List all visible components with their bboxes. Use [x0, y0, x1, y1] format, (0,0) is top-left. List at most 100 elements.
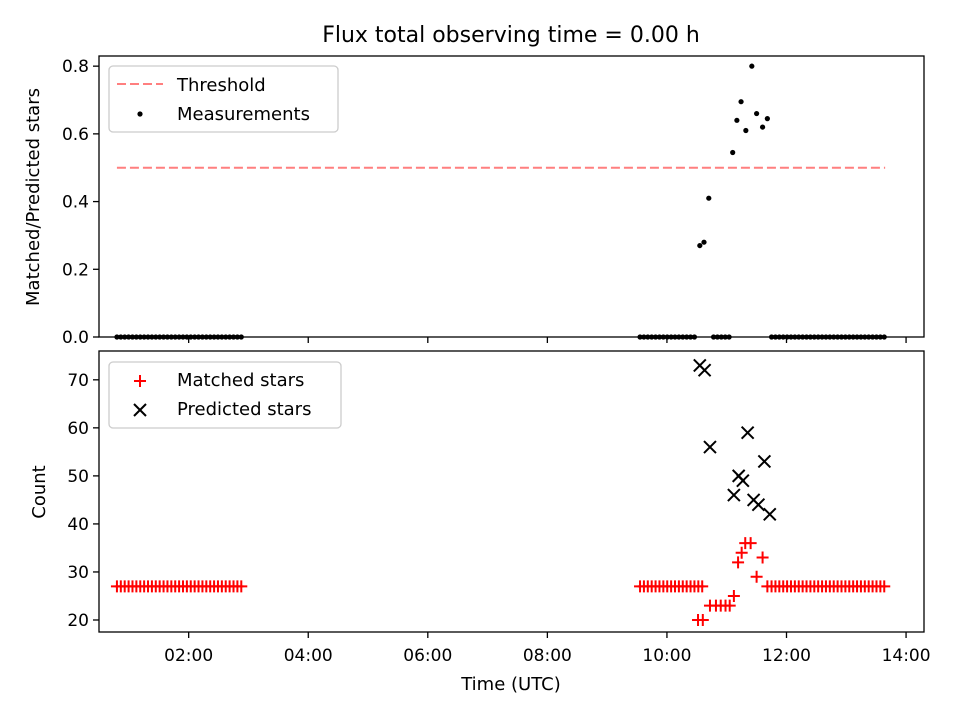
measurement-point — [141, 334, 147, 340]
measurement-point — [862, 334, 868, 340]
measurement-point — [743, 127, 749, 134]
measurement-point — [776, 334, 782, 340]
top-y-ticks: 0.0 0.2 0.4 0.6 0.8 — [62, 57, 99, 348]
measurement-point — [176, 334, 182, 340]
measurement-point — [858, 334, 864, 340]
bottom-y-tick-label: 40 — [67, 515, 89, 535]
bottom-x-tick-label: 14:00 — [882, 646, 931, 666]
measurement-point — [706, 195, 712, 201]
measurement-point — [211, 334, 217, 340]
measurement-point — [764, 116, 770, 122]
measurement-point — [215, 334, 221, 340]
measurement-point — [823, 334, 829, 340]
measurement-point — [831, 334, 837, 340]
matched-star-point — [727, 589, 740, 602]
measurement-point — [188, 334, 194, 340]
measurement-point — [172, 334, 178, 340]
legend-predicted-marker — [133, 403, 147, 417]
measurement-point — [835, 334, 841, 340]
measurement-point — [792, 334, 798, 340]
measurement-point — [125, 334, 132, 340]
measurement-point — [866, 334, 872, 340]
measurement-point — [714, 334, 721, 340]
predicted-star-point — [703, 440, 717, 454]
measurement-point — [114, 334, 120, 340]
bottom-legend: Matched stars Predicted stars — [108, 361, 342, 429]
measurement-point — [796, 334, 802, 340]
measurement-point — [234, 334, 240, 340]
legend-measurements-label: Measurements — [177, 104, 310, 125]
measurement-point — [749, 63, 755, 69]
legend-predicted-label: Predicted stars — [177, 399, 311, 420]
bottom-x-tick-label: 02:00 — [164, 646, 213, 666]
bottom-x-ticks: 02:00 04:00 06:00 08:00 10:00 12:00 14:00 — [164, 632, 931, 666]
top-x-ticks — [188, 337, 907, 343]
measurement-point — [687, 334, 694, 340]
predicted-star-point — [751, 498, 766, 512]
measurement-point — [180, 334, 186, 340]
measurement-point — [160, 334, 167, 340]
measurement-point — [637, 334, 643, 340]
measurement-point — [734, 117, 740, 123]
measurement-point — [873, 334, 880, 340]
figure-title: Flux total observing time = 0.00 h — [322, 23, 700, 48]
measurement-point — [726, 334, 732, 340]
legend-threshold-label: Threshold — [176, 75, 266, 96]
matched-star-point — [732, 556, 745, 569]
matched-star-point — [744, 537, 757, 550]
top-y-tick-label: 0.0 — [62, 328, 89, 348]
measurement-point — [759, 124, 766, 130]
measurement-point — [660, 334, 666, 340]
measurement-point — [691, 334, 698, 340]
measurement-point — [122, 334, 128, 340]
measurement-point — [803, 334, 810, 340]
measurement-point — [811, 334, 817, 340]
bottom-y-tick-label: 60 — [67, 419, 89, 439]
predicted-star-point — [697, 363, 712, 377]
measurement-point — [819, 334, 825, 340]
measurement-point — [718, 334, 724, 340]
measurement-point — [730, 149, 736, 156]
measurement-point — [680, 334, 686, 340]
measurement-point — [153, 334, 159, 340]
top-legend-box — [108, 65, 339, 133]
measurement-point — [807, 334, 814, 340]
measurement-point — [207, 334, 213, 340]
measurement-point — [722, 334, 728, 340]
bottom-y-tick-label: 20 — [67, 611, 89, 631]
top-y-tick-label: 0.2 — [62, 260, 89, 280]
bottom-x-tick-label: 04:00 — [284, 646, 333, 666]
top-y-axis-label: Matched/Predicted stars — [23, 88, 44, 306]
measurement-point — [164, 334, 171, 340]
top-axes-frame — [98, 55, 925, 338]
bottom-y-tick-label: 50 — [67, 467, 89, 487]
measurement-point — [788, 334, 794, 340]
matched-star-point — [761, 580, 774, 593]
measurement-point — [738, 99, 744, 105]
measurement-point — [838, 334, 845, 340]
measurement-point — [149, 334, 155, 340]
measurement-point — [697, 242, 703, 249]
measurement-point — [827, 334, 833, 340]
measurement-point — [780, 334, 786, 340]
top-y-tick-label: 0.8 — [62, 57, 89, 77]
measurement-point — [129, 334, 136, 340]
top-legend: Threshold Measurements — [108, 65, 339, 133]
bottom-y-axis-label: Count — [29, 465, 50, 518]
bottom-data-marks — [110, 358, 891, 626]
measurement-point — [157, 334, 163, 340]
measurement-point — [227, 334, 233, 340]
matched-star-point — [878, 580, 891, 593]
measurement-point — [133, 334, 139, 340]
predicted-star-point — [757, 454, 772, 469]
measurement-point — [676, 334, 682, 340]
measurement-point — [854, 334, 860, 340]
bottom-x-tick-label: 12:00 — [762, 646, 811, 666]
legend-matched-marker — [134, 375, 146, 387]
measurement-point — [754, 110, 760, 117]
measurement-point — [118, 334, 124, 340]
measurement-point — [230, 334, 237, 340]
bottom-x-tick-label: 10:00 — [642, 646, 691, 666]
top-y-tick-label: 0.4 — [62, 193, 89, 213]
legend-measurements-marker — [137, 111, 143, 117]
